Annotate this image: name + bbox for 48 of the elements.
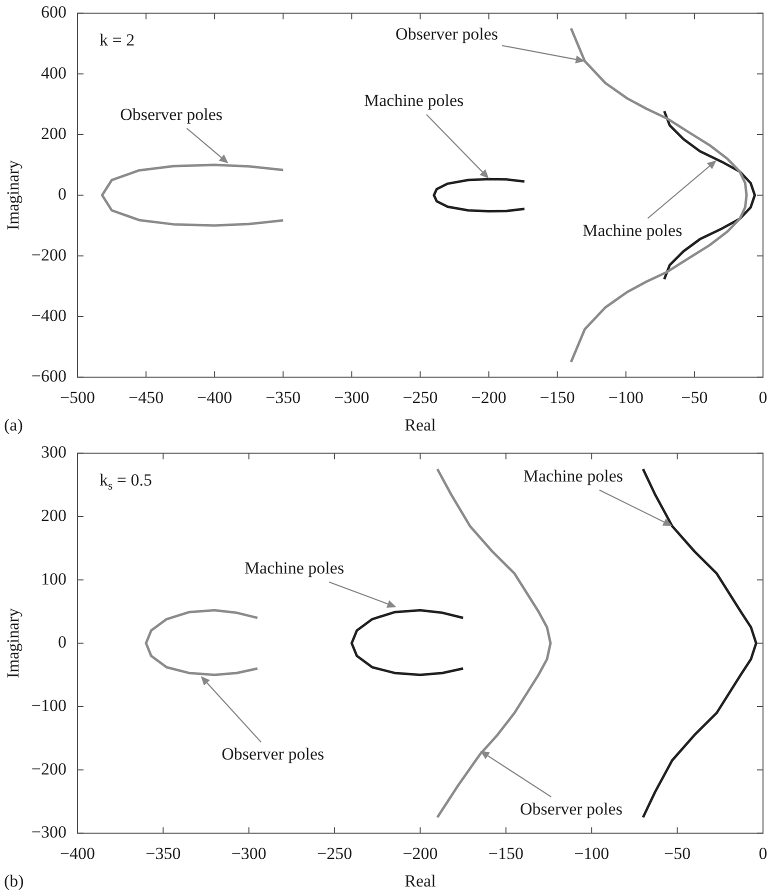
x-tick-label: −350 xyxy=(146,844,181,863)
y-axis-title: Imaginary xyxy=(4,160,23,230)
x-tick-label: 0 xyxy=(758,388,768,407)
annotation: Machine poles xyxy=(582,220,682,240)
y-tick-label: −200 xyxy=(31,245,66,264)
annotation: Observer poles xyxy=(222,744,324,764)
annotation: Machine poles xyxy=(364,90,464,110)
y-tick-label: 200 xyxy=(40,124,66,143)
annotation: Machine poles xyxy=(523,466,623,486)
x-tick-label: −500 xyxy=(60,388,96,407)
y-tick-label: 0 xyxy=(58,184,66,204)
x-tick-label: −200 xyxy=(402,844,438,863)
y-tick-label: 200 xyxy=(40,506,66,525)
annotation: Observer poles xyxy=(520,799,622,818)
text: (b) xyxy=(4,871,24,890)
y-tick-label: 0 xyxy=(58,632,66,652)
x-tick-label: −300 xyxy=(231,844,266,863)
x-tick-label: −50 xyxy=(681,388,708,407)
y-tick-label: −600 xyxy=(31,366,66,386)
x-tick-label: −350 xyxy=(266,388,301,407)
annotation: Observer poles xyxy=(120,104,223,124)
x-tick-label: −450 xyxy=(128,388,164,407)
y-tick-label: −300 xyxy=(31,822,66,842)
x-tick-label: −300 xyxy=(334,388,370,407)
y-axis-title: Imaginary xyxy=(4,608,23,678)
x-tick-label: −250 xyxy=(317,844,352,863)
y-tick-label: 400 xyxy=(40,63,66,82)
x-axis-title: Real xyxy=(404,415,436,434)
x-tick-label: −250 xyxy=(402,388,438,407)
y-tick-label: 600 xyxy=(40,2,66,22)
annotation: Machine poles xyxy=(244,558,344,578)
y-tick-label: −100 xyxy=(31,696,66,715)
y-tick-label: 300 xyxy=(40,442,66,462)
x-tick-label: 0 xyxy=(758,844,768,863)
y-tick-label: 100 xyxy=(40,569,66,588)
y-tick-label: −200 xyxy=(31,759,66,778)
x-tick-label: −150 xyxy=(540,388,575,407)
y-tick-label: −400 xyxy=(31,306,66,325)
x-tick-label: −100 xyxy=(574,844,610,863)
x-tick-label: −400 xyxy=(197,388,232,407)
annotation: k = 2 xyxy=(99,30,135,50)
x-tick-label: −50 xyxy=(664,844,691,863)
annotation: Observer poles xyxy=(396,24,498,44)
x-tick-label: −100 xyxy=(608,388,644,407)
text: (a) xyxy=(4,415,23,434)
x-tick-label: −150 xyxy=(488,844,524,863)
x-tick-label: −200 xyxy=(471,388,506,407)
x-axis-title: Real xyxy=(404,871,436,890)
